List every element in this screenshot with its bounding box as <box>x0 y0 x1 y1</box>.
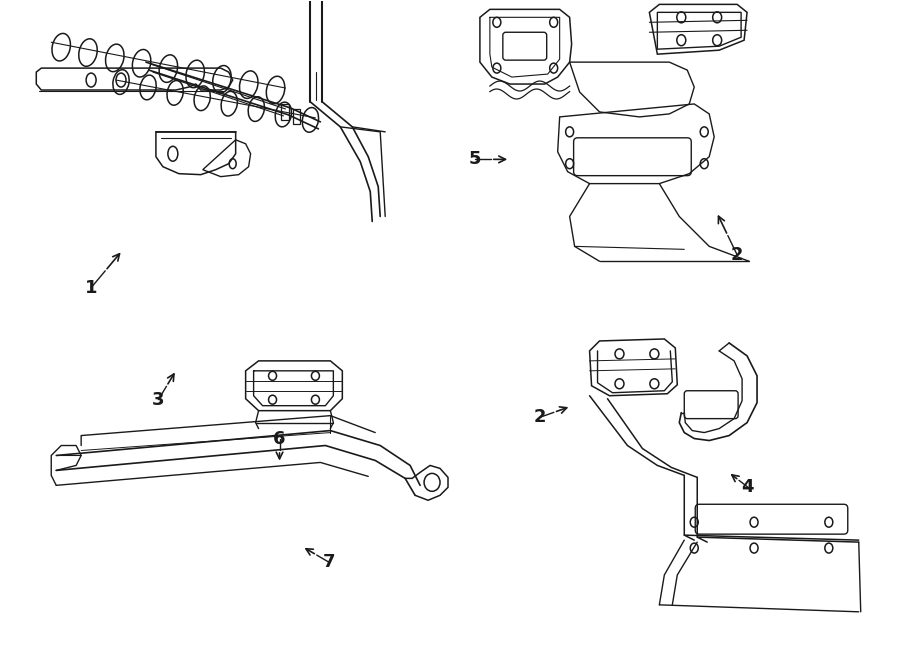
Text: 2: 2 <box>731 246 743 264</box>
Text: 1: 1 <box>85 279 97 297</box>
Text: 3: 3 <box>152 391 165 408</box>
Text: 7: 7 <box>322 553 335 571</box>
Text: 6: 6 <box>274 430 286 448</box>
Text: 4: 4 <box>742 478 754 496</box>
Text: 5: 5 <box>469 150 482 169</box>
Text: 2: 2 <box>534 408 546 426</box>
